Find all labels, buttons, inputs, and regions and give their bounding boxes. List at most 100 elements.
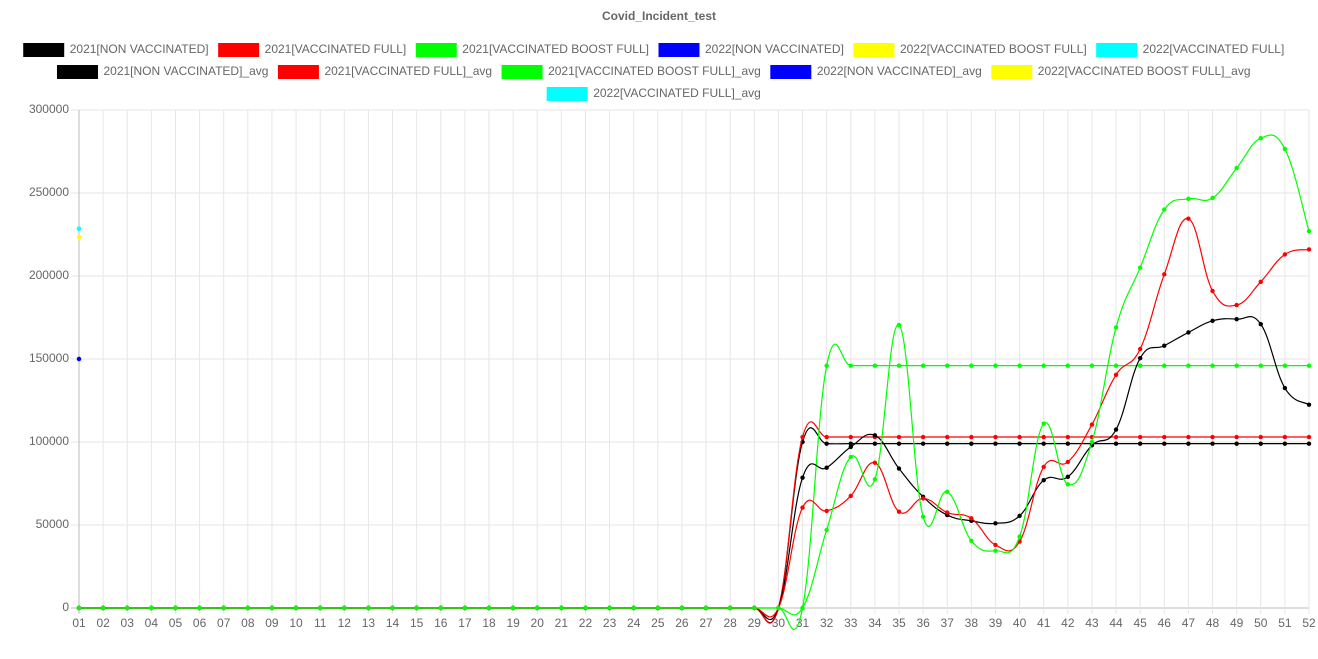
point (1210, 434, 1215, 440)
point (1041, 477, 1046, 483)
series-line (78, 343, 1309, 631)
point (1162, 434, 1167, 440)
point (1089, 439, 1095, 445)
legend-label: 2021[VACCINATED BOOST FULL]_avg (548, 64, 761, 78)
point (800, 605, 805, 611)
point (896, 441, 902, 446)
point (872, 363, 878, 368)
point (1137, 355, 1143, 361)
point (800, 505, 805, 510)
x-tick-label: 10 (289, 616, 303, 630)
point (872, 441, 878, 446)
x-tick-label: 27 (699, 616, 713, 630)
point (1210, 441, 1215, 446)
point (245, 605, 251, 611)
point (993, 521, 998, 526)
point (1210, 363, 1215, 368)
point (727, 605, 733, 611)
x-tick-label: 47 (1182, 616, 1196, 630)
x-tick-label: 05 (169, 616, 183, 630)
legend-label: 2022[VACCINATED FULL] (1143, 42, 1285, 56)
y-tick-label: 300000 (29, 102, 69, 116)
point (1113, 441, 1119, 446)
point (221, 605, 226, 611)
point (1282, 146, 1288, 152)
point (1065, 434, 1071, 440)
x-tick-label: 35 (892, 616, 906, 630)
point (1186, 363, 1191, 368)
point (197, 605, 202, 611)
legend-item: 2022[VACCINATED BOOST FULL]_avg (991, 64, 1251, 79)
point (848, 441, 853, 446)
point (920, 441, 926, 446)
point (824, 465, 829, 470)
point (535, 605, 540, 611)
x-tick-label: 31 (796, 616, 810, 630)
point (993, 441, 998, 446)
legend-item: 2021[NON VACCINATED]_avg (56, 64, 268, 79)
point (1113, 434, 1119, 440)
x-tick-label: 18 (482, 616, 496, 630)
series-line (78, 218, 1310, 618)
point (1210, 318, 1215, 324)
x-tick-label: 23 (603, 616, 617, 630)
x-tick-label: 49 (1230, 616, 1244, 630)
point (1282, 385, 1288, 391)
point (559, 605, 564, 611)
legend-swatch (415, 43, 457, 57)
x-tick-label: 08 (241, 616, 255, 630)
point (510, 605, 516, 611)
point (76, 356, 82, 362)
point (100, 605, 106, 611)
x-tick-label: 39 (989, 616, 1003, 630)
point (1162, 207, 1167, 212)
point (1017, 363, 1022, 368)
legend-item: 2021[VACCINATED BOOST FULL] (415, 42, 649, 57)
point (631, 605, 636, 611)
x-tick-label: 09 (265, 616, 279, 630)
x-tick-label: 17 (458, 616, 472, 630)
point (848, 454, 853, 460)
point (824, 441, 829, 446)
legend-swatch (501, 65, 543, 79)
point (1210, 195, 1215, 201)
point (1234, 363, 1239, 368)
point (945, 434, 950, 440)
point (1186, 330, 1191, 335)
point (1258, 363, 1263, 368)
point (800, 434, 805, 440)
x-tick-label: 37 (941, 616, 955, 630)
legend-label: 2021[VACCINATED FULL] (265, 42, 407, 56)
x-tick-label: 33 (844, 616, 858, 630)
x-tick-label: 06 (193, 616, 207, 630)
point (1234, 165, 1239, 171)
legend-item: 2022[NON VACCINATED] (658, 42, 844, 57)
point (462, 605, 468, 611)
x-tick-label: 04 (145, 616, 159, 630)
point (607, 605, 612, 611)
y-tick-label: 250000 (29, 185, 69, 199)
point (1162, 343, 1167, 348)
point (993, 363, 998, 368)
point (776, 605, 781, 611)
chart-title: Covid_Incident_test (602, 9, 716, 23)
point (1306, 363, 1312, 368)
x-tick-label: 32 (820, 616, 834, 630)
point (1258, 321, 1263, 327)
point (752, 605, 757, 611)
legend-label: 2021[NON VACCINATED] (70, 42, 209, 56)
x-tick-label: 34 (868, 616, 882, 630)
point (969, 516, 974, 521)
point (1017, 534, 1022, 539)
x-tick-label: 43 (1085, 616, 1099, 630)
point (1186, 216, 1191, 221)
point (1065, 441, 1071, 446)
x-tick-label: 30 (772, 616, 786, 630)
point (390, 605, 395, 611)
x-tick-label: 26 (675, 616, 689, 630)
point (125, 605, 130, 611)
point (848, 493, 853, 499)
legend-item: 2021[VACCINATED FULL] (218, 42, 407, 57)
x-tick-label: 38 (965, 616, 979, 630)
legend-item: 2022[NON VACCINATED]_avg (770, 64, 982, 79)
